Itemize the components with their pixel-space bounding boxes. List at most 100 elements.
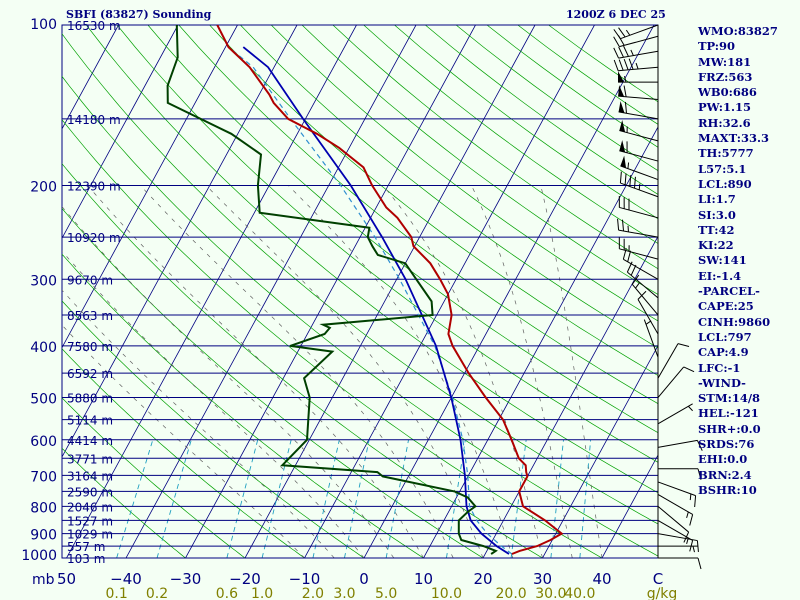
isotherm-line: [125, 25, 417, 558]
dry-adiabat: [62, 207, 484, 558]
moist-adiabat: [62, 206, 395, 558]
stat-line: BSHR:10: [698, 482, 757, 497]
stat-line: MW:181: [698, 54, 752, 69]
stat-line: WB0:686: [698, 85, 757, 100]
wind-barb: [613, 58, 659, 72]
mixing-ratio-line: [261, 439, 292, 558]
stat-line: BRN:2.4: [698, 467, 752, 482]
stat-line: RH:32.6: [698, 115, 751, 130]
stat-line: SW:141: [698, 253, 747, 268]
parcel-trace: [242, 46, 510, 555]
mixing-ratio-line: [579, 439, 592, 558]
height-label: 103 m: [67, 552, 105, 566]
stat-line: TH:5777: [698, 146, 754, 161]
isotherm-line: [185, 25, 476, 558]
dry-adiabat: [240, 25, 658, 349]
dry-adiabat: [62, 447, 187, 558]
stat-line: TT:42: [698, 222, 735, 237]
stat-line: TP:90: [698, 39, 736, 54]
wind-barb: [657, 519, 694, 552]
temperature-tick-label: −10: [289, 570, 321, 588]
mixing-ratio-line: [226, 439, 259, 558]
wind-barb: [657, 505, 690, 543]
isotherm-line: [66, 25, 357, 558]
isotherm-line: [62, 25, 298, 458]
virtual-temperature-trace: [228, 46, 513, 555]
temperature-tick-label: −40: [110, 570, 142, 588]
stat-line: CAPE:25: [698, 299, 754, 314]
stat-line: -PARCEL-: [698, 284, 760, 299]
height-label: 3164 m: [67, 469, 113, 483]
wind-barb: [657, 403, 693, 425]
pressure-tick-label: 800: [30, 500, 57, 516]
stats-panel: WMO:83827 TP:90 MW:181 FRZ:563 WB0:686 PW:1.1…: [698, 24, 800, 498]
isotherm-line: [363, 25, 655, 558]
wind-barb: [637, 290, 659, 335]
stat-line: -WIND-: [698, 375, 746, 390]
moist-adiabat: [288, 185, 514, 558]
stat-line: SRDS:76: [698, 437, 755, 452]
mixing-ratio-label: 2.0: [302, 586, 324, 600]
temperature-tick-label: 0: [359, 570, 369, 588]
dry-adiabat: [62, 119, 603, 558]
temperature-tick-label: −30: [170, 570, 202, 588]
dry-adiabat: [147, 25, 658, 434]
wind-barb: [657, 343, 690, 379]
stat-line: EHI:0.0: [698, 452, 748, 467]
isotherm-line: [62, 25, 238, 349]
mixing-ratio-label: 20.0: [496, 586, 527, 600]
plot-frame: [61, 24, 659, 559]
temperature-unit-label: C: [653, 570, 663, 588]
temperature-tick-label: 10: [414, 570, 433, 588]
wind-barb: [619, 140, 659, 162]
mixing-ratio-label: 40.0: [564, 586, 595, 600]
dry-adiabat: [62, 253, 425, 558]
mixing-ratio-label: 3.0: [333, 586, 355, 600]
wind-barb: [613, 45, 659, 59]
dry-adiabat: [62, 33, 658, 525]
temperature-trace: [216, 25, 564, 555]
stat-line: PW:1.15: [698, 100, 752, 115]
wind-barb: [622, 248, 659, 280]
height-label: 5880 m: [67, 392, 113, 406]
isotherm-line: [244, 25, 536, 558]
stat-line: LI:1.7: [698, 192, 736, 207]
isotherm-line: [0, 25, 59, 569]
height-label: 9670 m: [67, 273, 113, 287]
height-label: 1527 m: [67, 514, 113, 528]
dry-adiabat: [270, 25, 658, 322]
wind-barb: [657, 494, 694, 526]
dewpoint-trace: [166, 25, 498, 555]
height-label: 6592 m: [67, 367, 113, 381]
wind-barb: [626, 261, 659, 299]
mixing-ratio-line: [510, 439, 527, 558]
stat-line: KI:22: [698, 238, 734, 253]
pressure-tick-label: 200: [30, 179, 57, 195]
height-label: 2590 m: [67, 485, 113, 499]
height-label: 5114 m: [67, 414, 113, 428]
mixing-ratio-line: [116, 439, 154, 558]
moist-adiabat: [540, 185, 603, 558]
height-label: 4414 m: [67, 434, 113, 448]
wind-barb: [618, 85, 659, 101]
mixing-ratio-line: [156, 439, 192, 558]
wind-barb: [658, 545, 698, 553]
height-label: 16530 m: [67, 19, 121, 33]
wind-barb: [657, 481, 697, 508]
temperature-tick-label: 40: [592, 570, 611, 588]
mixing-ratio-label: 0.6: [216, 586, 238, 600]
pressure-tick-label: 900: [30, 528, 57, 544]
mixing-ratio-label: 0.1: [105, 586, 127, 600]
stat-line: FRZ:563: [698, 69, 753, 84]
pressure-tick-label: 600: [30, 434, 57, 450]
mixing-ratio-label: 1.0: [251, 586, 273, 600]
isotherm-line: [423, 126, 658, 558]
pressure-tick-label: 400: [30, 340, 57, 356]
wind-barb: [613, 35, 659, 48]
height-label: 3771 m: [67, 452, 113, 466]
mixing-ratio-line: [385, 439, 409, 558]
stat-line: LCL:890: [698, 176, 752, 191]
dry-adiabat: [116, 25, 658, 463]
wind-barb: [658, 557, 702, 570]
wind-barb: [617, 218, 659, 238]
